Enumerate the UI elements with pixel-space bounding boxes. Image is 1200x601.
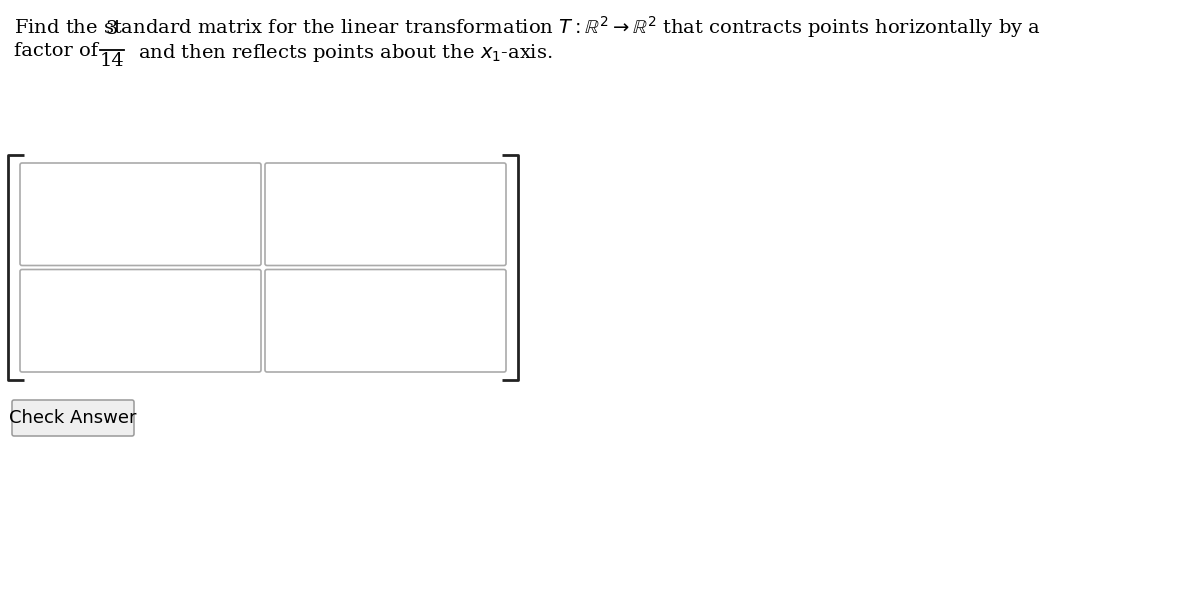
Text: 3: 3 [106,20,119,38]
Text: and then reflects points about the $x_1$-axis.: and then reflects points about the $x_1$… [138,42,553,64]
FancyBboxPatch shape [20,269,262,372]
FancyBboxPatch shape [265,269,506,372]
FancyBboxPatch shape [12,400,134,436]
FancyBboxPatch shape [20,163,262,266]
Text: factor of: factor of [14,42,98,60]
Text: Find the standard matrix for the linear transformation $T: \mathbb{R}^2 \rightar: Find the standard matrix for the linear … [14,14,1040,40]
Text: Check Answer: Check Answer [10,409,137,427]
Text: 14: 14 [100,52,125,70]
FancyBboxPatch shape [265,163,506,266]
